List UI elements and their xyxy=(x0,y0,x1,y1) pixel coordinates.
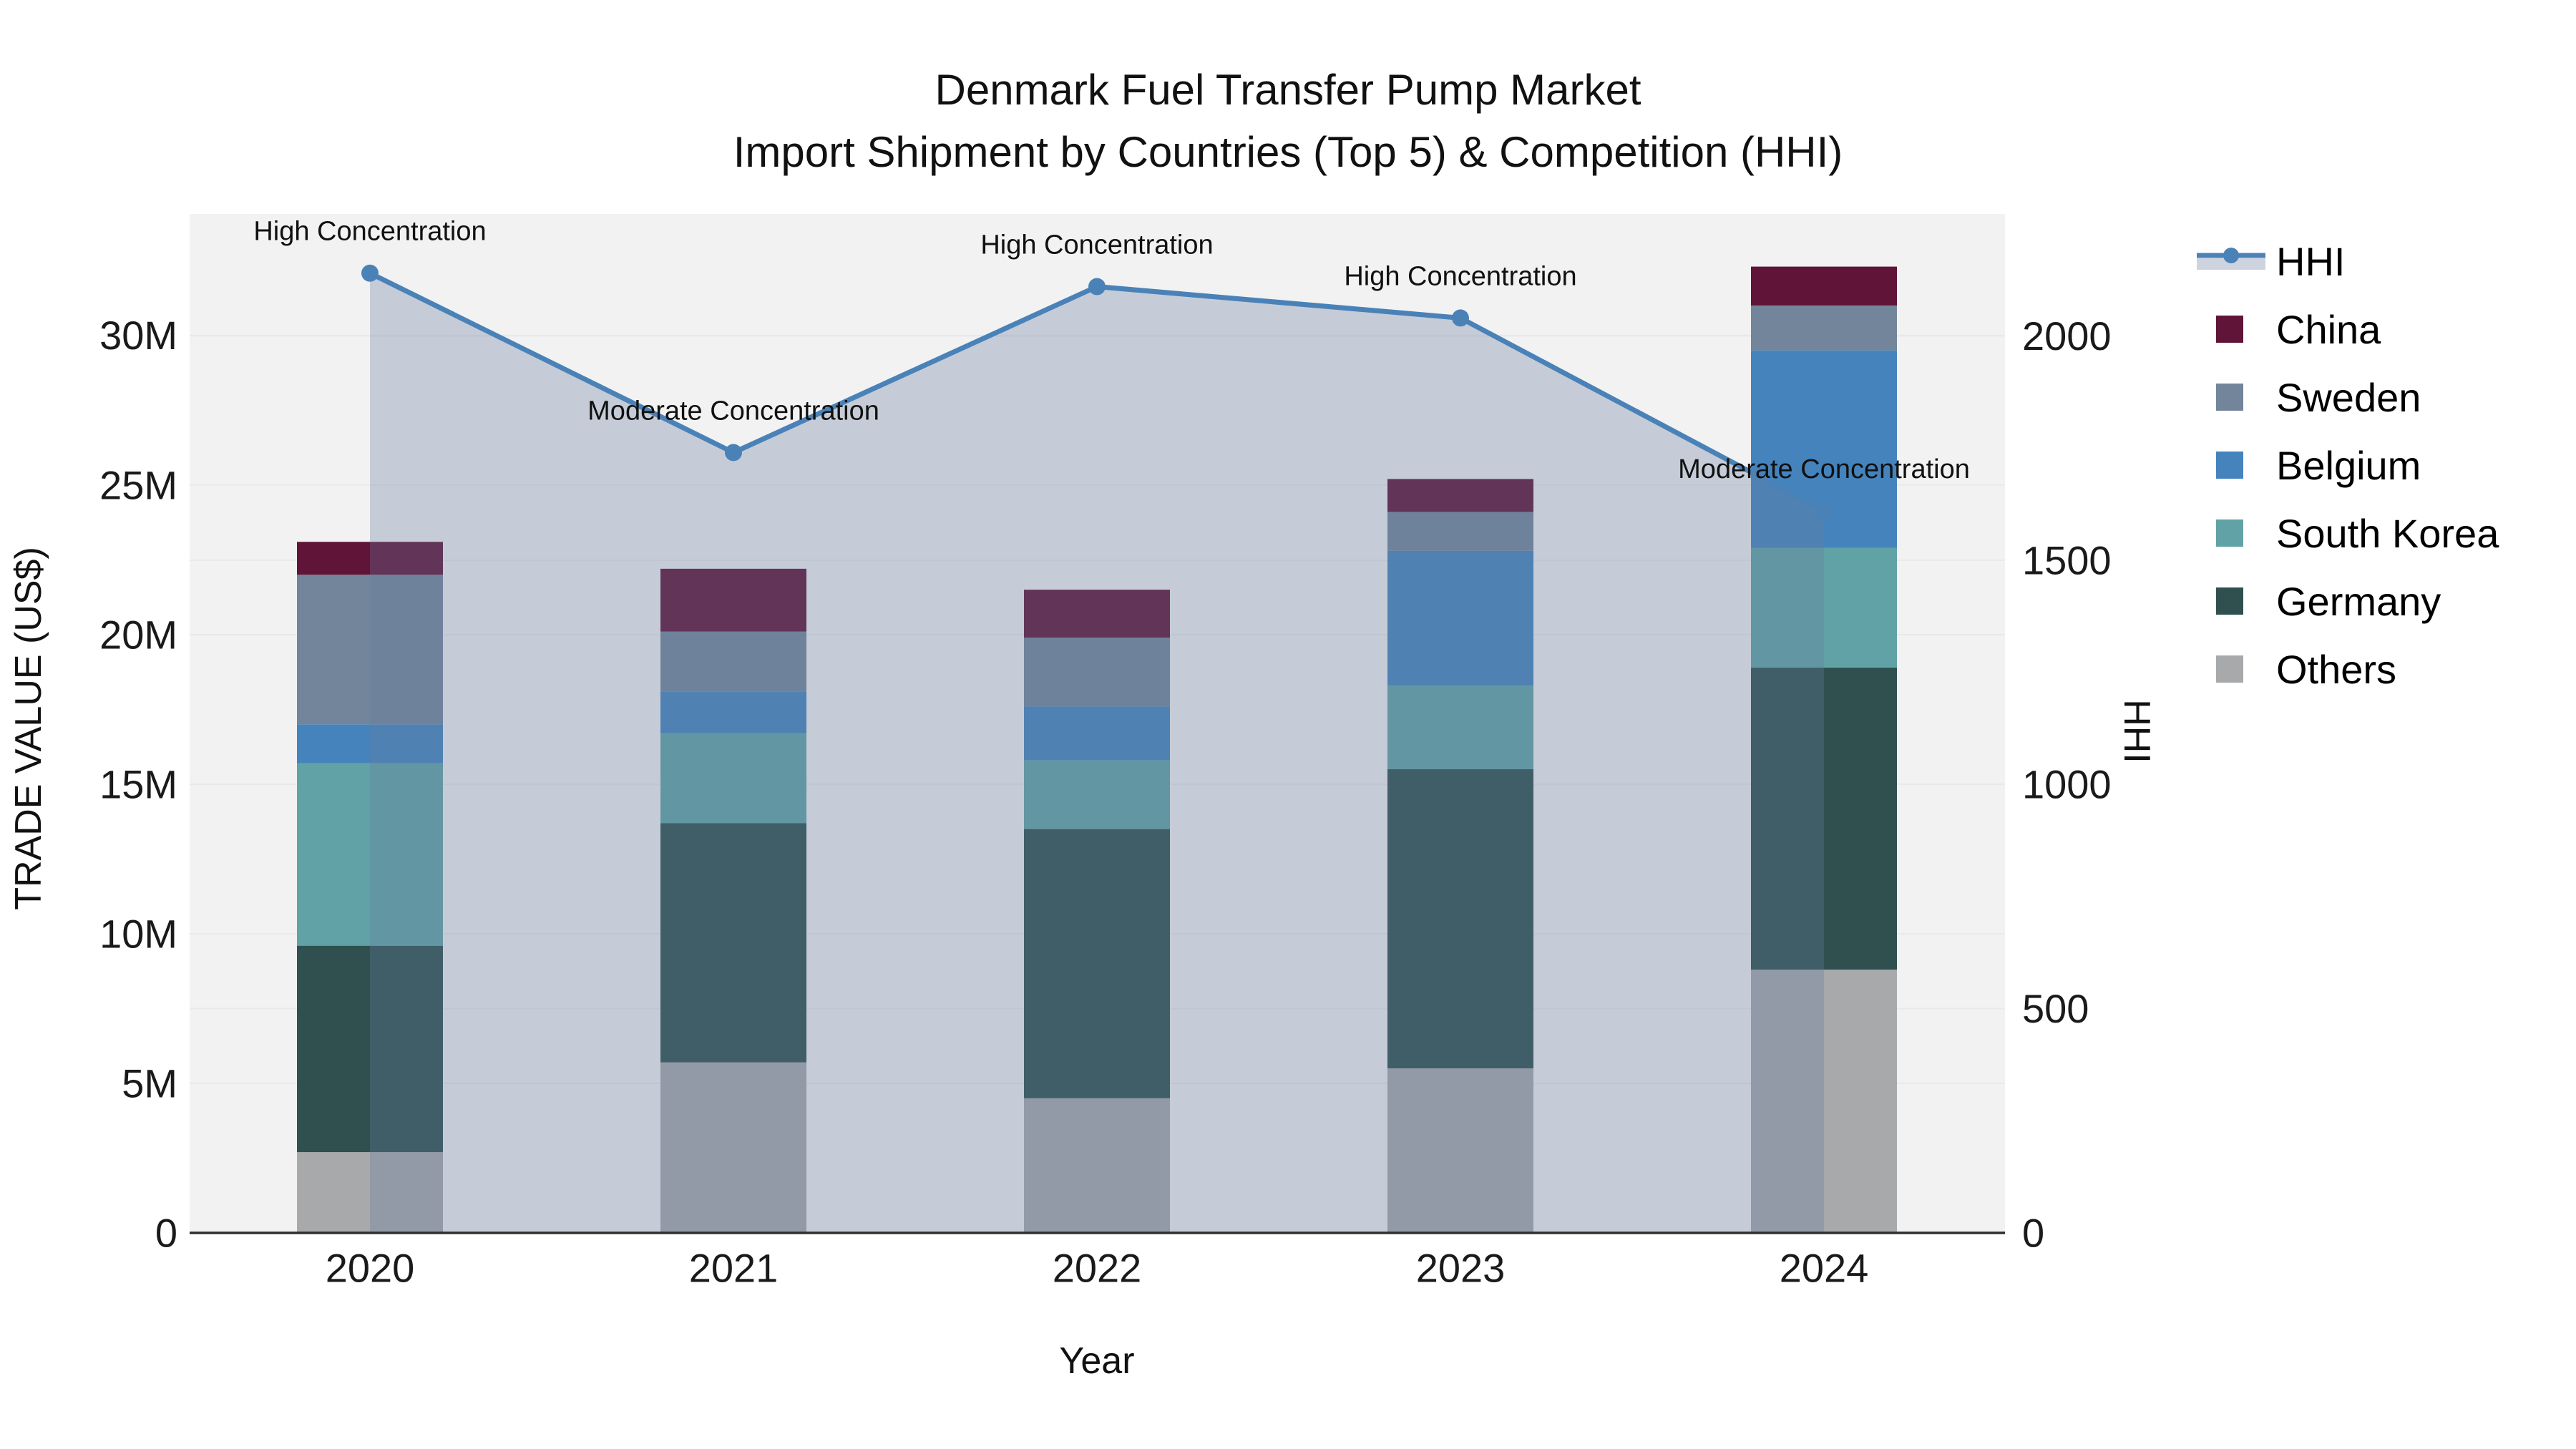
legend-item-germany: Germany xyxy=(2195,578,2441,624)
legend-item-china: China xyxy=(2195,306,2381,352)
legend-label-south-korea: South Korea xyxy=(2276,510,2499,556)
bar-segment-2022-others xyxy=(1024,1098,1170,1233)
y-left-tick-20M: 20M xyxy=(99,612,177,657)
legend-swatch-germany xyxy=(2216,587,2243,615)
y-left-tick-30M: 30M xyxy=(99,313,177,358)
bar-segment-2020-china xyxy=(297,542,443,575)
bar-segment-2023-germany xyxy=(1387,769,1533,1069)
hhi-marker-2021 xyxy=(725,444,742,462)
bar-segment-2022-germany xyxy=(1024,829,1170,1098)
hhi-annotation-2020: High Concentration xyxy=(253,217,486,247)
hhi-area-fill xyxy=(370,273,1824,1233)
y-left-tick-10M: 10M xyxy=(99,911,177,956)
bar-segment-2021-sweden xyxy=(660,631,806,692)
y-right-tick-2000: 2000 xyxy=(2022,313,2112,358)
legend-swatch-sweden xyxy=(2216,384,2243,411)
bar-segment-2020-south-korea xyxy=(297,763,443,946)
y-left-tick-15M: 15M xyxy=(99,761,177,806)
bar-segment-2024-others xyxy=(1751,970,1897,1233)
bar-2020 xyxy=(297,542,443,1233)
bar-segment-2023-others xyxy=(1387,1068,1533,1233)
bar-segment-2022-china xyxy=(1024,590,1170,638)
x-axis-title: Year xyxy=(1059,1340,1135,1382)
bar-segment-2020-others xyxy=(297,1152,443,1233)
bar-segment-2021-south-korea xyxy=(660,733,806,824)
hhi-marker-2023 xyxy=(1452,309,1469,327)
x-tick-2021: 2021 xyxy=(689,1246,779,1291)
bar-2022 xyxy=(1024,590,1170,1233)
y-left-tick-5M: 5M xyxy=(122,1060,177,1106)
bar-segment-2021-belgium xyxy=(660,691,806,733)
bar-segment-2024-china xyxy=(1751,266,1897,306)
legend-item-others: Others xyxy=(2195,646,2397,692)
x-tick-2024: 2024 xyxy=(1780,1246,1869,1291)
hhi-annotation-2022: High Concentration xyxy=(980,230,1213,260)
hhi-annotation-2023: High Concentration xyxy=(1344,261,1576,291)
bar-segment-2020-germany xyxy=(297,945,443,1153)
legend-label-belgium: Belgium xyxy=(2276,442,2421,488)
bar-segment-2023-south-korea xyxy=(1387,685,1533,769)
bar-segment-2021-others xyxy=(660,1062,806,1233)
legend-item-south-korea: South Korea xyxy=(2195,510,2499,556)
x-tick-2022: 2022 xyxy=(1053,1246,1142,1291)
bar-segment-2023-belgium xyxy=(1387,550,1533,686)
chart-title-line2: Import Shipment by Countries (Top 5) & C… xyxy=(733,128,1843,176)
hhi-annotation-2024: Moderate Concentration xyxy=(1678,454,1970,484)
bar-segment-2023-china xyxy=(1387,479,1533,512)
bar-2021 xyxy=(660,568,806,1233)
chart-title-line1: Denmark Fuel Transfer Pump Market xyxy=(935,66,1641,114)
bar-2024 xyxy=(1751,266,1897,1233)
bar-segment-2024-south-korea xyxy=(1751,547,1897,668)
bar-segment-2022-belgium xyxy=(1024,706,1170,761)
bar-segment-2024-sweden xyxy=(1751,305,1897,351)
y-right-tick-500: 500 xyxy=(2022,986,2089,1031)
bar-segment-2021-germany xyxy=(660,823,806,1063)
bar-segment-2021-china xyxy=(660,568,806,632)
legend-hhi-line-sample xyxy=(2197,248,2265,270)
legend-label-germany: Germany xyxy=(2276,578,2441,624)
bar-segment-2020-sweden xyxy=(297,575,443,725)
y-right-tick-0: 0 xyxy=(2022,1211,2044,1256)
x-tick-2023: 2023 xyxy=(1416,1246,1506,1291)
legend-label-hhi: HHI xyxy=(2276,238,2346,284)
legend-item-belgium: Belgium xyxy=(2195,442,2421,488)
y-left-tick-25M: 25M xyxy=(99,462,177,507)
legend-swatch-belgium xyxy=(2216,452,2243,479)
bar-segment-2024-germany xyxy=(1751,667,1897,970)
bar-segment-2023-sweden xyxy=(1387,512,1533,551)
bar-segment-2020-belgium xyxy=(297,724,443,763)
legend-label-china: China xyxy=(2276,306,2381,352)
legend-item-hhi: HHI xyxy=(2195,238,2346,284)
legend-label-sweden: Sweden xyxy=(2276,374,2421,420)
legend-swatch-china xyxy=(2216,316,2243,343)
hhi-marker-2022 xyxy=(1088,278,1106,296)
legend-hhi-area-swatch xyxy=(2197,258,2265,270)
hhi-annotation-2021: Moderate Concentration xyxy=(587,396,879,426)
legend-item-sweden: Sweden xyxy=(2195,374,2421,420)
legend-swatch-others xyxy=(2216,655,2243,683)
hhi-marker-2024 xyxy=(1815,502,1833,519)
legend-label-others: Others xyxy=(2276,646,2397,692)
bar-segment-2022-sweden xyxy=(1024,638,1170,707)
bar-segment-2022-south-korea xyxy=(1024,760,1170,829)
hhi-marker-2020 xyxy=(361,264,379,282)
y-right-tick-1500: 1500 xyxy=(2022,537,2112,582)
legend-swatch-south-korea xyxy=(2216,519,2243,547)
bar-2023 xyxy=(1387,479,1533,1233)
x-tick-2020: 2020 xyxy=(326,1246,415,1291)
y-right-tick-1000: 1000 xyxy=(2022,762,2112,807)
legend-hhi-marker xyxy=(2223,248,2239,263)
y-left-tick-0: 0 xyxy=(155,1211,177,1256)
